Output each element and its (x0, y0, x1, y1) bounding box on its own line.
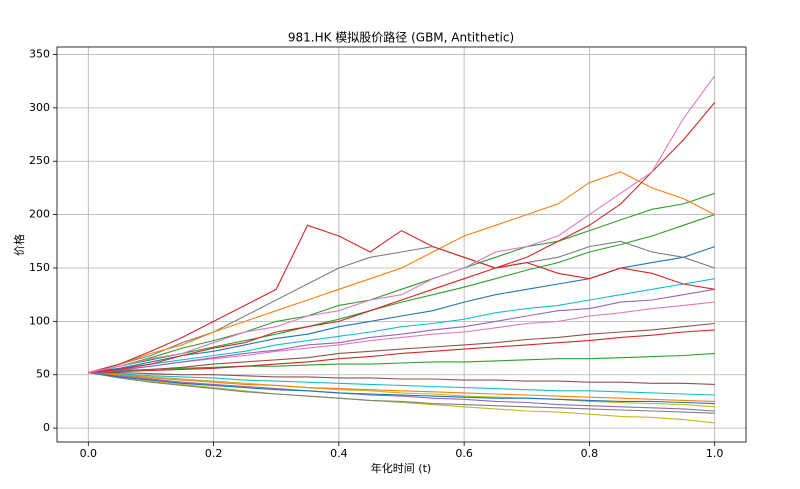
y-tick-label: 150 (29, 261, 50, 274)
x-tick-label: 0.2 (205, 447, 223, 460)
x-tick-label: 0.6 (455, 447, 473, 460)
series-line (88, 102, 716, 374)
y-tick-label: 300 (29, 101, 50, 114)
series-line (88, 240, 715, 374)
grid (57, 47, 746, 442)
series-line (88, 329, 715, 374)
x-tick-label: 0.0 (80, 447, 98, 460)
plot-frame (56, 46, 747, 443)
series-line (88, 214, 715, 374)
series-line (88, 372, 715, 412)
y-tick-label: 250 (29, 154, 50, 167)
series-line (88, 224, 715, 374)
y-tick-label: 0 (43, 421, 50, 434)
series-line (88, 372, 715, 424)
x-axis-label: 年化时间 (t) (371, 461, 431, 475)
x-tick-label: 0.4 (330, 447, 348, 460)
chart-title: 981.HK 模拟股价路径 (GBM, Antithetic) (288, 30, 514, 45)
x-tick-label: 1.0 (706, 447, 724, 460)
axes: 0.0 0.2 0.4 0.6 0.8 1.0 0 50 100 150 200 250 300 350 (29, 46, 747, 460)
series-line (88, 278, 715, 374)
y-tick-label: 350 (29, 47, 50, 60)
series-line (88, 372, 715, 385)
series-line (88, 352, 715, 374)
series-line (88, 322, 715, 374)
y-tick-label: 200 (29, 208, 50, 221)
series-line (88, 288, 715, 374)
series-line (88, 372, 715, 396)
lines (88, 75, 716, 424)
y-tick-label: 100 (29, 314, 50, 327)
x-tick-label: 0.8 (581, 447, 599, 460)
series-line (88, 192, 715, 374)
y-tick-label: 50 (36, 368, 50, 381)
series-line (88, 372, 715, 405)
y-axis-label: 价格 (12, 234, 26, 256)
series-line (88, 171, 715, 374)
series-line (88, 372, 715, 402)
series-line (88, 372, 715, 408)
series-line (88, 372, 715, 414)
series-line (88, 75, 716, 374)
